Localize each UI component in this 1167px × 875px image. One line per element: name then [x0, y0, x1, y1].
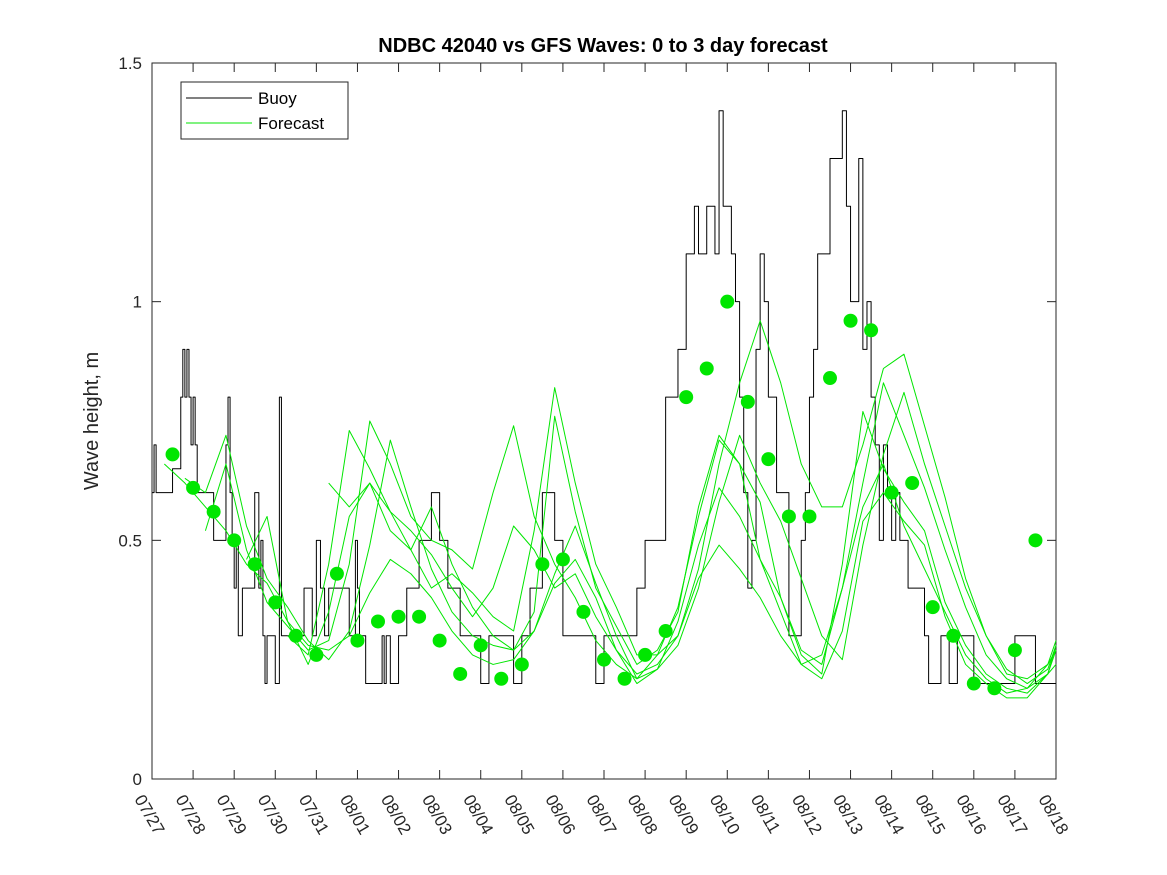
forecast-point — [1028, 533, 1043, 548]
legend: Buoy Forecast — [180, 81, 349, 140]
y-tick-label: 0 — [133, 770, 142, 789]
chart-title: NDBC 42040 vs GFS Waves: 0 to 3 day fore… — [378, 35, 828, 57]
forecast-series-line-6 — [328, 415, 1057, 694]
forecast-point — [884, 485, 899, 500]
forecast-point — [206, 504, 221, 519]
series-layer — [152, 110, 1057, 699]
forecast-point — [371, 614, 385, 629]
forecast-point — [658, 624, 673, 639]
forecast-point — [761, 452, 776, 467]
y-axis-label: Wave height, m — [81, 352, 103, 490]
forecast-point — [720, 294, 735, 309]
forecast-point — [473, 638, 488, 653]
forecast-point — [412, 609, 427, 624]
forecast-point — [638, 647, 653, 662]
forecast-point — [576, 604, 591, 619]
forecast-point — [247, 557, 262, 572]
forecast-series-line-3 — [204, 382, 1057, 689]
forecast-series-line-4 — [246, 410, 1057, 694]
forecast-point — [165, 447, 180, 462]
forecast-point — [802, 509, 817, 524]
forecast-point — [227, 533, 242, 548]
forecast-point — [288, 628, 303, 643]
forecast-point — [329, 566, 344, 581]
forecast-point — [946, 628, 961, 643]
y-axis: 0 0.5 1 1.5 — [118, 54, 1056, 789]
forecast-point — [1007, 643, 1022, 658]
forecast-point — [679, 390, 694, 405]
markers-layer — [165, 294, 1043, 696]
y-tick-label: 1.5 — [118, 54, 142, 73]
forecast-point — [781, 509, 796, 524]
forecast-point — [823, 371, 837, 386]
forecast-point — [514, 657, 529, 672]
buoy-series-line — [152, 110, 1056, 685]
forecast-point — [987, 681, 1002, 696]
forecast-point — [925, 600, 940, 615]
legend-forecast-label: Forecast — [258, 114, 324, 133]
forecast-point — [555, 552, 570, 567]
forecast-point — [186, 480, 201, 495]
forecast-point — [699, 361, 714, 376]
forecast-point — [432, 633, 447, 648]
forecast-point — [905, 476, 920, 491]
forecast-point — [535, 557, 550, 572]
forecast-point — [740, 394, 755, 409]
forecast-point — [843, 313, 858, 328]
forecast-point — [597, 652, 611, 667]
y-tick-label: 1 — [133, 293, 142, 312]
y-tick-label: 0.5 — [118, 531, 142, 550]
forecast-point — [350, 633, 365, 648]
forecast-series-line-5 — [287, 387, 1057, 699]
forecast-point — [617, 671, 632, 686]
forecast-point — [453, 666, 468, 681]
forecast-point — [268, 595, 283, 610]
legend-box — [180, 81, 349, 140]
forecast-point — [494, 671, 509, 686]
forecast-point — [309, 647, 324, 662]
forecast-point — [966, 676, 981, 691]
forecast-point — [391, 609, 406, 624]
legend-buoy-label: Buoy — [258, 89, 297, 108]
forecast-point — [864, 323, 879, 338]
forecast-series-line-2 — [184, 391, 1057, 685]
